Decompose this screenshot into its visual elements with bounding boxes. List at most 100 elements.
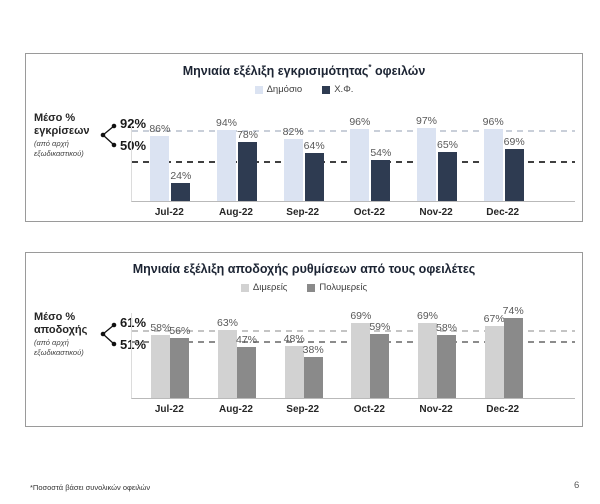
bar-wrap: 86% (149, 123, 170, 201)
bar (351, 323, 371, 398)
bar-wrap: 63% (217, 317, 238, 398)
bar (418, 323, 438, 398)
annotation-title: Μέσο % αποδοχής (34, 311, 88, 337)
legend-swatch-icon (254, 85, 263, 94)
bar-value-label: 47% (235, 334, 258, 346)
bar-wrap: 58% (436, 322, 457, 398)
x-axis-label: Nov-22 (419, 404, 453, 415)
x-axis-label: Dec-22 (486, 207, 520, 218)
x-axis-label: Aug-22 (219, 207, 253, 218)
footnote: *Ποσοστά βάσει συνολικών οφειλών (30, 483, 151, 492)
bar-group: 48% 38% (270, 313, 337, 398)
bar-groups: 58% 56% 63% 47% 48% 38% 69% 59% 69% 58% 67% 74% (137, 305, 537, 398)
bar-group: 96% 69% (470, 116, 537, 201)
x-axis-label: Aug-22 (219, 404, 253, 415)
bar (370, 334, 390, 398)
legend-item: Πολυμερείς (307, 282, 367, 293)
x-axis-label: Nov-22 (419, 207, 453, 218)
bar-value-label: 58% (436, 322, 458, 334)
bar-value-label: 65% (437, 139, 459, 151)
page-number: 6 (574, 480, 580, 491)
bar-value-label: 58% (150, 322, 172, 334)
bar (503, 318, 523, 398)
bar-wrap: 74% (503, 305, 524, 398)
bar-wrap: 64% (304, 140, 325, 201)
bar-value-label: 74% (502, 305, 524, 317)
bar-value-label: 54% (370, 147, 392, 159)
bar-value-label: 96% (349, 116, 371, 128)
bar (238, 142, 257, 201)
approval-rate-chart-panel: Μηνιαία εξέλιξη εγκρισιμότητας* οφειλών … (25, 53, 583, 222)
bar-wrap: 48% (284, 333, 305, 398)
bar-wrap: 82% (283, 126, 304, 201)
bar-wrap: 69% (504, 136, 525, 201)
bar-wrap: 78% (237, 129, 258, 201)
bar-wrap: 69% (350, 310, 371, 398)
bar-wrap: 24% (170, 170, 191, 201)
bar (218, 330, 237, 398)
acceptance-rate-chart-panel: Μηνιαία εξέλιξη αποδοχής ρυθμίσεων από τ… (25, 252, 583, 427)
bar-plot: 86% 24% 94% 78% 82% 64% 96% 54% 97% 65% 96% 69% (131, 115, 575, 202)
bar (371, 160, 391, 201)
bar-group: 94% 78% (204, 117, 271, 201)
bar (303, 357, 323, 398)
bar-wrap: 38% (303, 344, 324, 398)
average-value-high: 92% (120, 116, 147, 132)
bar-value-label: 69% (417, 310, 439, 322)
x-axis-label: Jul-22 (154, 207, 184, 218)
bar (350, 129, 370, 201)
bar-wrap: 97% (416, 115, 437, 201)
bar-group: 69% 59% (337, 310, 404, 398)
x-axis-label: Sep-22 (286, 404, 320, 415)
bar (483, 129, 503, 201)
bar (437, 335, 457, 398)
bar (417, 128, 437, 201)
connector-lines-icon (100, 323, 117, 347)
bar (171, 183, 191, 201)
bar-value-label: 69% (350, 310, 372, 322)
chart-title: Μηνιαία εξέλιξη εγκρισιμότητας* οφειλών (182, 63, 426, 79)
x-axis-labels: Jul-22 Aug-22 Sep-22 Oct-22 Nov-22 Dec-22 (136, 404, 536, 415)
x-axis-label: Oct-22 (353, 404, 385, 415)
legend-label: Πολυμερείς (319, 282, 368, 293)
bar-value-label: 94% (215, 117, 238, 129)
bar-value-label: 69% (503, 136, 525, 148)
bar-wrap: 65% (437, 139, 458, 201)
legend-label: Χ.Φ. (334, 84, 354, 96)
bar-value-label: 24% (170, 170, 192, 182)
bar-value-label: 63% (216, 317, 239, 329)
bar (283, 139, 303, 201)
average-value-low: 50% (120, 138, 147, 154)
bar-group: 63% 47% (204, 313, 271, 398)
bar-group: 86% 24% (137, 123, 204, 201)
bar-wrap: 47% (236, 334, 257, 398)
bar (217, 130, 236, 201)
bar-value-label: 64% (303, 140, 325, 152)
annotation-title: Μέσο % εγκρίσεων (34, 112, 90, 138)
x-axis-label: Dec-22 (486, 404, 520, 415)
bar-group: 58% 56% (137, 313, 204, 398)
bar-wrap: 67% (484, 313, 505, 398)
bar-value-label: 82% (282, 126, 304, 138)
bar-value-label: 96% (482, 116, 504, 128)
chart-legend: Δημόσιο Χ.Φ. (26, 84, 582, 95)
average-value-high: 61% (120, 315, 147, 331)
bar-group: 97% 65% (404, 115, 471, 201)
average-approval-annotation: Μέσο % εγκρίσεων (από αρχή εξωδικαστικού… (34, 112, 186, 159)
average-acceptance-annotation: Μέσο % αποδοχής (από αρχή εξωδικαστικού)… (34, 311, 186, 358)
legend-swatch-icon (307, 283, 316, 292)
bar-plot: 58% 56% 63% 47% 48% 38% 69% 59% 69% 58% 67% 74% (131, 305, 575, 399)
bar-wrap: 54% (370, 147, 391, 201)
bar-wrap: 58% (150, 322, 171, 398)
chart-title: Μηνιαία εξέλιξη αποδοχής ρυθμίσεων από τ… (132, 262, 476, 276)
bar-group: 67% 74% (470, 305, 537, 398)
bar (484, 326, 504, 398)
x-axis-labels: Jul-22 Aug-22 Sep-22 Oct-22 Nov-22 Dec-22 (136, 207, 536, 218)
bar-value-label: 97% (416, 115, 438, 127)
legend-label: Διμερείς (252, 282, 288, 293)
chart-legend: Διμερείς Πολυμερείς (26, 282, 582, 293)
legend-item: Χ.Φ. (322, 84, 353, 95)
bar-value-label: 67% (483, 313, 505, 325)
legend-item: Δημόσιο (254, 84, 302, 95)
